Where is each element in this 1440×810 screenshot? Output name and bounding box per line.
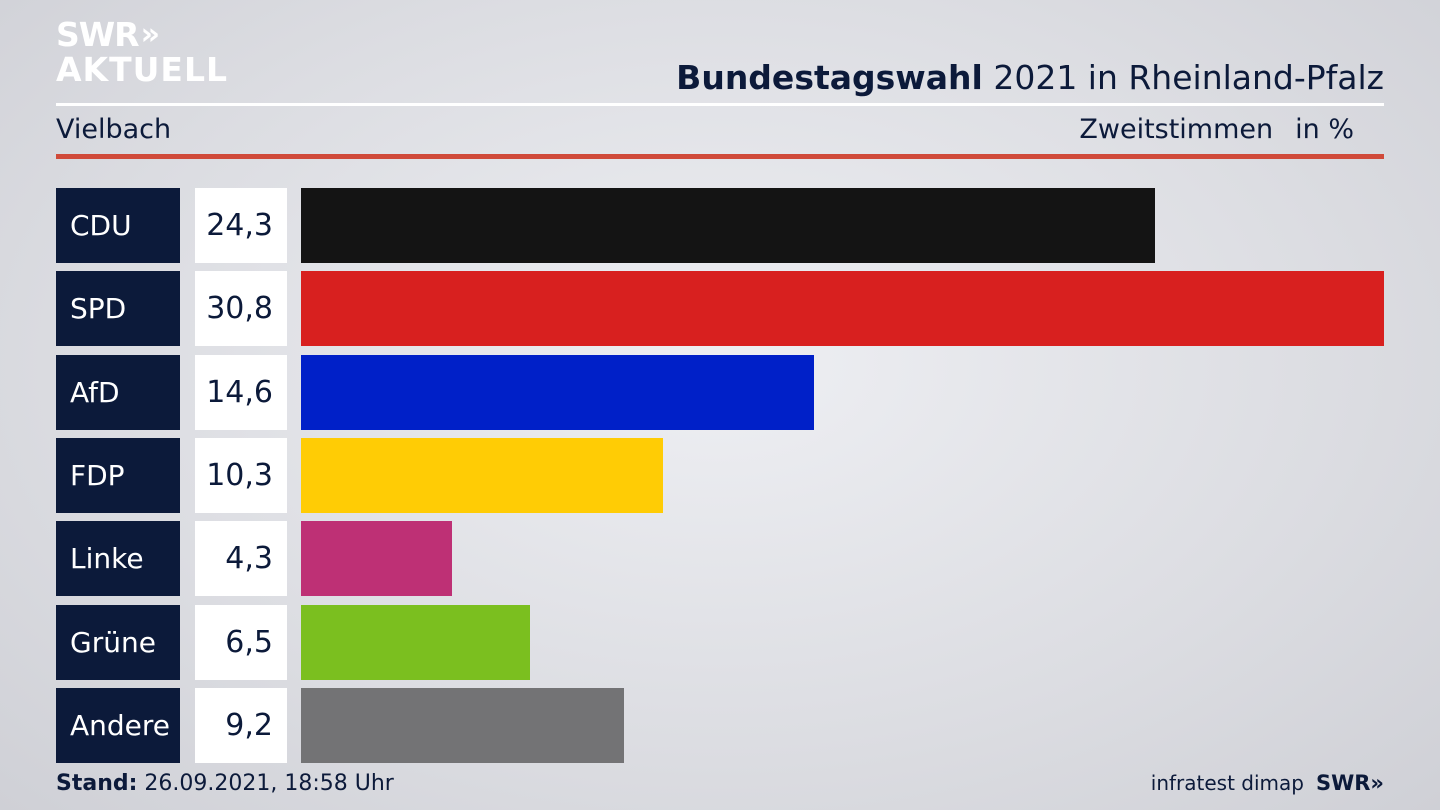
- bar-row: CDU 24,3: [56, 188, 1384, 263]
- logo-line-1: SWR»: [56, 18, 228, 51]
- data-label: 6,5: [195, 604, 287, 680]
- title-rest: 2021 in Rheinland-Pfalz: [993, 58, 1384, 97]
- region-name: Vielbach: [56, 114, 172, 145]
- bar: [301, 687, 624, 763]
- bar: [301, 437, 663, 513]
- source-text: infratest dimap: [1150, 771, 1304, 795]
- category-label: SPD: [56, 271, 180, 347]
- data-label: 4,3: [195, 521, 287, 597]
- data-label: 9,2: [195, 687, 287, 763]
- category-label: Grüne: [56, 604, 180, 680]
- bar-row: SPD 30,8: [56, 271, 1384, 347]
- bar-row: Andere 9,2: [56, 687, 1384, 763]
- bar: [301, 188, 1155, 263]
- title-strong: Bundestagswahl: [676, 58, 983, 97]
- swr-aktuell-logo: SWR» AKTUELL: [56, 18, 228, 86]
- timestamp: Stand: 26.09.2021, 18:58 Uhr: [56, 771, 394, 796]
- category-label: Linke: [56, 521, 180, 597]
- title-divider: [56, 103, 1384, 106]
- chart-title: Bundestagswahl 2021 in Rheinland-Pfalz: [676, 58, 1384, 97]
- unit-text: in %: [1295, 114, 1354, 145]
- header-divider: [56, 154, 1384, 159]
- data-label: 24,3: [195, 188, 287, 263]
- logo-swr-text: SWR: [56, 15, 140, 54]
- category-label: AfD: [56, 354, 180, 430]
- bar: [301, 521, 452, 597]
- bar: [301, 271, 1384, 347]
- logo-aktuell-text: AKTUELL: [56, 50, 229, 89]
- data-label: 14,6: [195, 354, 287, 430]
- measure-text: Zweitstimmen: [1079, 114, 1274, 145]
- swr-brand-icon: SWR»: [1315, 771, 1384, 795]
- stand-label: Stand:: [56, 771, 138, 796]
- category-label: CDU: [56, 188, 180, 263]
- measure-label: Zweitstimmen in %: [1079, 114, 1354, 145]
- source-credit: infratest dimap SWR»: [1151, 771, 1384, 795]
- category-label: FDP: [56, 437, 180, 513]
- category-label: Andere: [56, 687, 180, 763]
- bar-row: Linke 4,3: [56, 521, 1384, 597]
- bar: [301, 354, 814, 430]
- bar: [301, 604, 530, 680]
- bar-row: Grüne 6,5: [56, 604, 1384, 680]
- data-label: 30,8: [195, 271, 287, 347]
- bar-row: FDP 10,3: [56, 437, 1384, 513]
- bar-row: AfD 14,6: [56, 354, 1384, 430]
- stand-value: 26.09.2021, 18:58 Uhr: [144, 771, 394, 796]
- logo-chevron-icon: »: [140, 16, 161, 52]
- data-label: 10,3: [195, 437, 287, 513]
